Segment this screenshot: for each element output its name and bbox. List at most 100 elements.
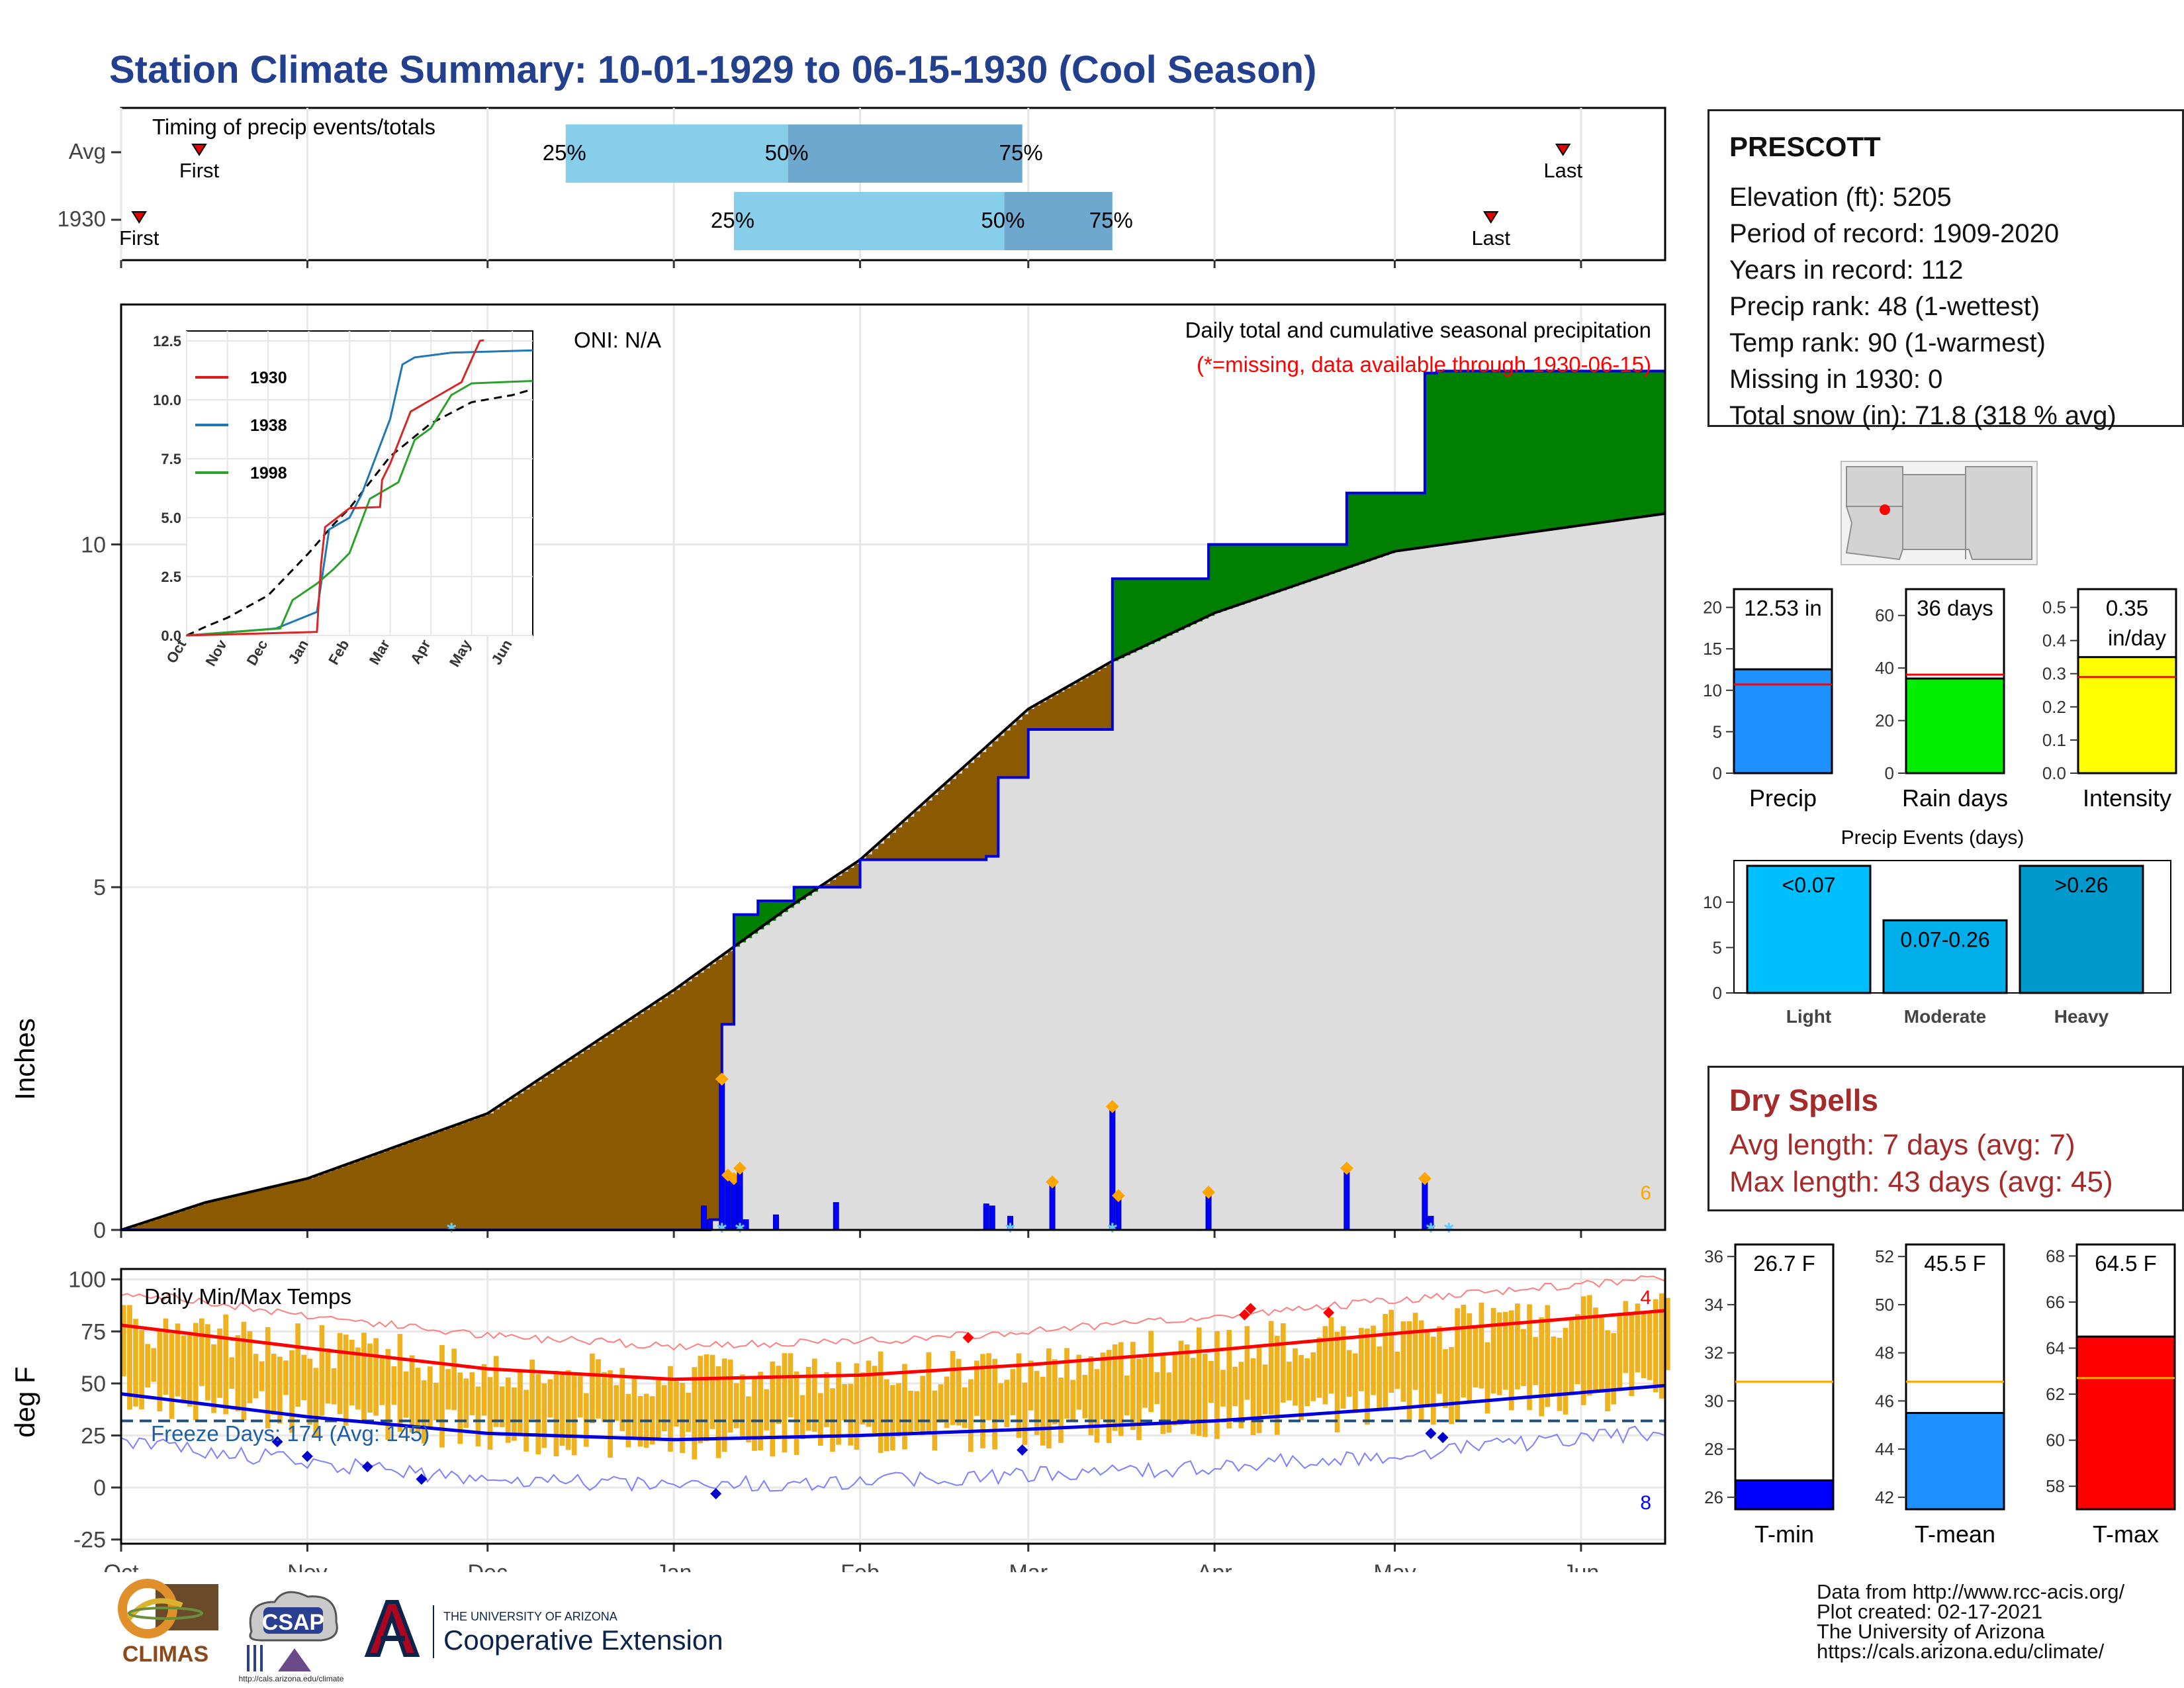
snow-marker: ✱ — [446, 1221, 457, 1236]
timing-bar-q25-q50 — [565, 124, 788, 183]
csap-logo-text: CSAP — [262, 1610, 324, 1635]
station-name: PRESCOTT — [1729, 131, 1881, 162]
temp-y-tick-label: -25 — [73, 1528, 106, 1553]
precip-summary-y-tick-label: 10 — [1703, 680, 1722, 700]
record-low-marker — [1017, 1444, 1028, 1456]
tmax-summary-value: 64.5 F — [2095, 1251, 2157, 1276]
snow-marker: ✱ — [716, 1221, 727, 1236]
inset-y-tick-label: 5.0 — [161, 510, 181, 526]
daily-precip-peak-marker — [1105, 1100, 1119, 1113]
csap-logo: CSAP http://cals.arizona.edu/climate — [239, 1591, 344, 1683]
daily-precip-peak-marker — [1418, 1172, 1432, 1186]
raindays-summary-y-tick-label: 20 — [1875, 711, 1894, 731]
inset-x-tick-label: Mar — [366, 637, 393, 668]
dry-spells-title: Dry Spells — [1729, 1083, 1878, 1117]
inset-line-1930 — [186, 339, 484, 637]
tmean-summary-y-tick-label: 50 — [1875, 1295, 1894, 1315]
tmean-summary-y-tick-label: 46 — [1875, 1391, 1894, 1411]
daily-precip-bar — [1049, 1182, 1056, 1231]
inset-y-tick-label: 7.5 — [161, 451, 181, 467]
timing-label-25: 25% — [543, 140, 586, 165]
tmax-summary-bar — [2075, 1335, 2176, 1511]
timing-title: Timing of precip events/totals — [152, 115, 435, 139]
intensity-summary-bar — [2077, 656, 2177, 774]
precip-events-y-tick-label: 10 — [1703, 892, 1722, 912]
timing-bar-q50-q75 — [788, 124, 1023, 183]
station-snow: Total snow (in): 71.8 (318 % avg) — [1729, 401, 2116, 430]
tmin-summary-frame — [1734, 1243, 1835, 1511]
precip-events-bar — [1882, 919, 2008, 994]
intensity-summary-y-tick-label: 0.3 — [2042, 664, 2066, 684]
precip-y-tick-label: 10 — [81, 532, 106, 557]
raindays-summary-label: Rain days — [1902, 784, 2008, 812]
dry-avg-length: Avg length: 7 days (avg: 7) — [1729, 1129, 2075, 1161]
daily-precip-peak-marker — [733, 1161, 747, 1175]
record-low-marker — [301, 1450, 313, 1462]
ua-logo-big-text: Cooperative Extension — [443, 1624, 723, 1656]
daily-precip-bar — [1109, 1106, 1116, 1231]
daily-precip-bar — [772, 1214, 779, 1231]
tmean-summary-y-tick-label: 42 — [1875, 1487, 1894, 1507]
month-label: Dec — [468, 1560, 508, 1572]
precip-y-tick-label: 5 — [93, 875, 106, 900]
intensity-summary-y-tick-label: 0.4 — [2042, 631, 2066, 651]
avg-min-line — [120, 1383, 1666, 1442]
precip-summary-label: Precip — [1749, 784, 1817, 812]
record-low-marker — [710, 1488, 722, 1500]
precip-events-title: Precip Events (days) — [1841, 827, 2025, 849]
record-high-line — [120, 1275, 1666, 1351]
intensity-summary-y-tick-label: 0.2 — [2042, 697, 2066, 717]
tmin-summary-y-tick-label: 36 — [1704, 1246, 1723, 1266]
station-temp-rank: Temp rank: 90 (1-warmest) — [1729, 328, 2046, 357]
dry-spells-box: Dry Spells Avg length: 7 days (avg: 7) M… — [1707, 1066, 2184, 1211]
precip-events-chart: Precip Events (days) 0 5 10 <0.07 Light 0.07-0… — [1703, 827, 2171, 1027]
temp-y-tick-label: 25 — [81, 1424, 106, 1449]
temp-top-count: 4 — [1640, 1287, 1651, 1309]
precip-y-label: Inches — [9, 1018, 40, 1100]
station-info-box: PRESCOTT Elevation (ft): 5205 Period of … — [1707, 109, 2184, 430]
precip-y-tick-label: 0 — [93, 1218, 106, 1243]
month-label: Apr — [1197, 1560, 1232, 1572]
ua-extension-logo: THE UNIVERSITY OF ARIZONA Cooperative Ex… — [361, 1599, 723, 1662]
inset-legend-label: 1998 — [250, 464, 287, 483]
precip-events-bar-text: >0.26 — [2055, 873, 2109, 897]
temp-y-tick-label: 100 — [68, 1268, 106, 1293]
station-missing: Missing in 1930: 0 — [1729, 365, 1943, 394]
month-label: May — [1373, 1560, 1416, 1572]
timing-label-75: 75% — [1089, 208, 1133, 232]
inset-y-tick-label: 12.5 — [153, 333, 181, 350]
climas-logo-text: CLIMAS — [122, 1642, 208, 1667]
temp-summary-bars: 26 28 30 32 34 36 26.7 F T-min 42 44 46 48 50 52 45.5 … — [1704, 1243, 2176, 1548]
tmax-summary-y-tick-label: 58 — [2046, 1476, 2065, 1496]
tmax-summary-y-tick-label: 68 — [2046, 1246, 2065, 1266]
inset-x-tick-label: Nov — [202, 636, 230, 669]
csap-logo-url: http://cals.arizona.edu/climate — [239, 1674, 344, 1683]
climas-logo: CLIMAS — [118, 1579, 218, 1667]
raindays-summary-y-tick-label: 60 — [1875, 606, 1894, 626]
precip-events-bar-text: <0.07 — [1782, 873, 1836, 897]
avg-max-line — [120, 1309, 1666, 1382]
tmin-summary-y-tick-label: 30 — [1704, 1391, 1723, 1411]
station-period: Period of record: 1909-2020 — [1729, 219, 2060, 248]
daily-precip-peak-marker — [1340, 1161, 1353, 1175]
intensity-summary-value-unit: in/day — [2108, 626, 2167, 650]
tmax-summary-y-tick-label: 64 — [2046, 1338, 2065, 1358]
precip-summary-bar — [1733, 668, 1833, 774]
raindays-summary-y-tick-label: 40 — [1875, 658, 1894, 678]
temp-y-tick-label: 75 — [81, 1319, 106, 1344]
inset-x-tick-label: Jun — [488, 637, 515, 667]
precip-summary-y-tick-label: 15 — [1703, 639, 1722, 659]
precip-summary-y-tick-label: 0 — [1713, 763, 1722, 783]
month-label: Jun — [1563, 1560, 1599, 1572]
tmax-summary-label: T-max — [2093, 1521, 2159, 1548]
precip-corner-count: 6 — [1640, 1182, 1651, 1204]
timing-row-label: Avg — [69, 139, 106, 164]
first-marker — [131, 211, 148, 224]
temp-bottom-count: 8 — [1640, 1492, 1651, 1514]
inset-frame — [186, 330, 533, 636]
tmin-summary-bar — [1734, 1479, 1835, 1511]
raindays-summary-y-tick-label: 0 — [1885, 763, 1894, 783]
precip-summary-y-tick-label: 5 — [1713, 722, 1722, 741]
station-years: Years in record: 112 — [1729, 256, 1964, 285]
